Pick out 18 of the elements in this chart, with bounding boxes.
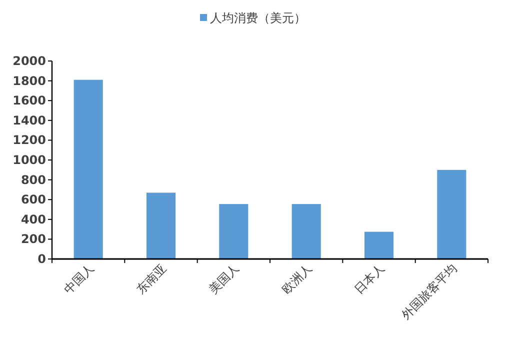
x-tick-label: 东南亚	[134, 261, 170, 297]
y-tick-label: 800	[20, 172, 46, 187]
legend-label: 人均消费（美元）	[210, 11, 306, 25]
y-tick-label: 2000	[12, 54, 46, 68]
y-tick-label: 1000	[12, 153, 46, 167]
y-tick-label: 0	[38, 252, 46, 266]
y-tick-label: 1200	[12, 133, 46, 148]
y-tick-label: 200	[20, 232, 46, 246]
x-tick-label: 日本人	[352, 261, 388, 297]
y-tick-label: 1800	[12, 74, 46, 88]
y-tick-label: 1400	[12, 113, 46, 128]
y-tick-label: 600	[20, 192, 46, 207]
x-tick-label: 外国旅客平均	[398, 261, 460, 322]
x-tick-label: 中国人	[61, 261, 96, 297]
y-tick-label: 1600	[12, 94, 46, 108]
y-tick-label: 400	[20, 212, 46, 226]
x-tick-label: 欧洲人	[279, 261, 314, 297]
x-tick-label: 美国人	[206, 261, 242, 297]
